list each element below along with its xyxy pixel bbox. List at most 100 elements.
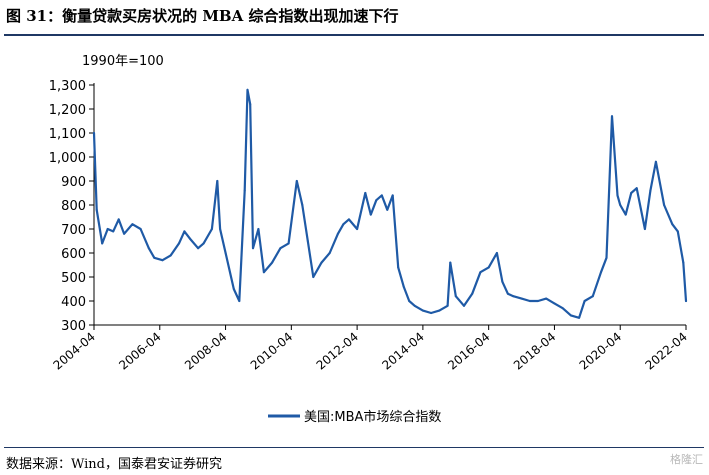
data-point bbox=[506, 292, 509, 295]
legend: 美国:MBA市场综合指数 bbox=[268, 409, 441, 425]
data-point bbox=[106, 228, 109, 230]
data-point bbox=[676, 230, 679, 233]
y-tick-label: 800 bbox=[61, 199, 86, 214]
x-tick-label: 2012-04 bbox=[314, 330, 361, 373]
data-point bbox=[495, 252, 498, 254]
data-point bbox=[183, 230, 186, 233]
data-point bbox=[682, 261, 685, 264]
y-tick-label: 1,300 bbox=[49, 79, 86, 94]
data-point bbox=[347, 218, 350, 221]
source-rule bbox=[4, 447, 704, 448]
data-point bbox=[386, 208, 389, 211]
data-point bbox=[257, 228, 260, 230]
x-tick-label: 2022-04 bbox=[643, 330, 690, 373]
data-point bbox=[545, 297, 548, 300]
data-point bbox=[454, 295, 457, 298]
data-point bbox=[487, 266, 490, 269]
data-point bbox=[463, 304, 465, 307]
line-chart: 1990年=100 300 400 500 600 700 800 900 1,000 1,10… bbox=[49, 54, 690, 425]
y-tick-label: 300 bbox=[61, 319, 86, 334]
data-point bbox=[356, 228, 359, 230]
watermark: 格隆汇 bbox=[670, 453, 703, 466]
data-point bbox=[301, 204, 304, 206]
data-point bbox=[375, 199, 378, 202]
data-point bbox=[402, 285, 405, 288]
x-tick-label: 2004-04 bbox=[51, 330, 98, 373]
data-point bbox=[408, 300, 411, 302]
x-tick-label: 2014-04 bbox=[379, 330, 426, 373]
data-point bbox=[605, 256, 608, 259]
data-point bbox=[224, 252, 227, 254]
data-point bbox=[216, 180, 219, 182]
data-point bbox=[685, 300, 687, 302]
data-point bbox=[243, 189, 246, 192]
data-point bbox=[643, 228, 646, 230]
data-point bbox=[569, 314, 572, 317]
data-point bbox=[663, 204, 666, 206]
data-point bbox=[438, 309, 441, 312]
data-point bbox=[246, 88, 249, 91]
data-point bbox=[501, 280, 504, 283]
data-point bbox=[123, 232, 126, 235]
data-point bbox=[537, 300, 539, 302]
data-point bbox=[611, 115, 613, 118]
data-point bbox=[202, 242, 205, 245]
data-point bbox=[578, 316, 581, 319]
data-point bbox=[336, 232, 339, 235]
chart-title: 图 31：衡量贷款买房状况的 MBA 综合指数出现加速下行 bbox=[6, 7, 399, 25]
data-point bbox=[169, 254, 172, 257]
data-point bbox=[238, 300, 241, 302]
data-point bbox=[630, 192, 633, 194]
data-point bbox=[117, 218, 120, 221]
data-point bbox=[287, 242, 290, 245]
data-point bbox=[369, 213, 372, 216]
data-point bbox=[271, 261, 274, 264]
y-tick-label: 900 bbox=[61, 175, 86, 190]
data-point bbox=[380, 194, 383, 197]
data-point bbox=[249, 103, 252, 106]
x-axis-ticks: 2004-04 2006-04 2008-04 2010-04 2012-04 2014-… bbox=[51, 325, 690, 373]
data-point bbox=[479, 271, 482, 274]
data-point bbox=[654, 160, 657, 163]
data-point bbox=[197, 247, 200, 250]
x-tick-label: 2016-04 bbox=[445, 330, 492, 373]
data-point bbox=[421, 309, 424, 312]
series-line bbox=[92, 88, 688, 319]
data-point bbox=[252, 247, 254, 250]
data-point bbox=[320, 261, 323, 264]
data-point bbox=[312, 276, 315, 278]
data-point bbox=[112, 230, 115, 233]
data-point bbox=[93, 132, 95, 134]
data-point bbox=[342, 223, 345, 226]
data-point bbox=[391, 194, 394, 197]
series-group bbox=[92, 88, 688, 319]
y-tick-label: 1,200 bbox=[49, 103, 86, 118]
data-point bbox=[210, 228, 213, 230]
x-tick-label: 2018-04 bbox=[511, 330, 558, 373]
source-note: 数据来源：Wind，国泰君安证券研究 bbox=[6, 457, 222, 472]
data-point bbox=[619, 204, 622, 206]
x-tick-label: 2020-04 bbox=[577, 330, 624, 373]
data-point bbox=[131, 223, 134, 226]
data-point bbox=[430, 312, 433, 314]
data-point bbox=[591, 295, 594, 298]
data-point bbox=[528, 300, 531, 302]
data-point bbox=[101, 242, 104, 245]
data-point bbox=[295, 180, 298, 182]
data-point bbox=[262, 271, 265, 274]
y-unit-label: 1990年=100 bbox=[82, 54, 164, 69]
y-tick-label: 500 bbox=[61, 271, 86, 286]
axes bbox=[93, 83, 686, 326]
y-tick-label: 1,000 bbox=[49, 151, 86, 166]
data-point bbox=[188, 237, 191, 240]
data-point bbox=[219, 228, 222, 230]
data-point bbox=[413, 304, 416, 307]
data-point bbox=[583, 300, 586, 302]
x-tick-label: 2008-04 bbox=[182, 330, 229, 373]
data-point bbox=[520, 297, 523, 300]
data-point bbox=[364, 192, 367, 194]
y-tick-label: 700 bbox=[61, 223, 86, 238]
data-point bbox=[561, 307, 564, 310]
data-point bbox=[328, 252, 331, 254]
data-point bbox=[624, 213, 627, 216]
